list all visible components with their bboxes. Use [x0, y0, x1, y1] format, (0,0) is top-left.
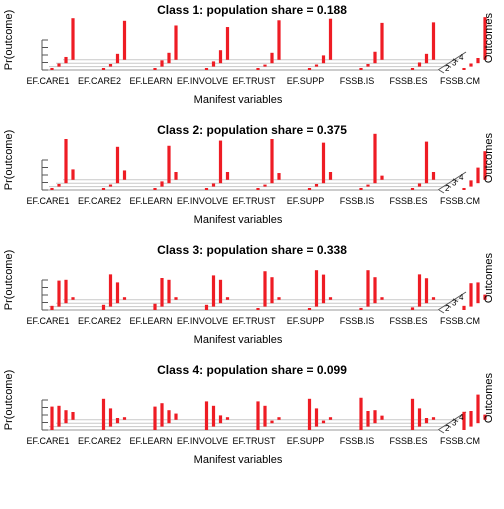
outcome-tick: [452, 58, 459, 63]
outcome-tick-label: 3: [452, 418, 457, 427]
y-axis-title: Pr(outcome): [3, 10, 15, 71]
outcome-tick-label: 2: [445, 424, 450, 433]
outcome-tick: [445, 183, 452, 188]
x-tick-label: EF.SUPP: [287, 436, 325, 446]
outcome-axis-line: [437, 51, 467, 71]
x-tick-label: EF.TRUST: [232, 316, 276, 326]
x-tick-label: EF.LEARN: [129, 76, 172, 86]
y-axis-title: Pr(outcome): [3, 250, 15, 311]
x-tick-label: EF.LEARN: [129, 316, 172, 326]
x-tick-label: FSSB.IS: [340, 316, 375, 326]
outcome-tick-label: 3: [452, 58, 457, 67]
outcome-axis-line: [437, 171, 467, 191]
panel-title: Class 1: population share = 0.188: [157, 3, 347, 17]
panel-title: Class 2: population share = 0.375: [157, 123, 347, 137]
outcome-tick: [438, 309, 445, 314]
outcome-tick-label: 4: [459, 293, 464, 302]
y-axis-title: Pr(outcome): [3, 130, 15, 191]
z-axis-title: Outcomes: [483, 252, 495, 303]
x-tick-label: EF.TRUST: [232, 196, 276, 206]
outcome-tick-label: 2: [445, 64, 450, 73]
panel-4: [41, 394, 487, 434]
x-tick-label: FSSB.IS: [340, 196, 375, 206]
x-tick-label: FSSB.CM: [440, 316, 480, 326]
x-tick-label: EF.INVOLVE: [177, 196, 228, 206]
x-tick-label: EF.INVOLVE: [177, 76, 228, 86]
x-tick-label: EF.LEARN: [129, 436, 172, 446]
x-tick-label: FSSB.ES: [389, 436, 427, 446]
outcome-tick: [445, 63, 452, 68]
z-axis-title: Outcomes: [483, 12, 495, 63]
x-tick-label: EF.INVOLVE: [177, 316, 228, 326]
x-tick-label: EF.TRUST: [232, 436, 276, 446]
panel-2: [41, 133, 487, 194]
x-tick-label: EF.INVOLVE: [177, 436, 228, 446]
x-tick-label: FSSB.CM: [440, 436, 480, 446]
x-tick-label: EF.SUPP: [287, 196, 325, 206]
x-tick-label: FSSB.CM: [440, 196, 480, 206]
outcome-tick: [452, 418, 459, 423]
outcome-axis-line: [437, 291, 467, 311]
outcome-tick: [438, 69, 445, 74]
outcome-tick: [438, 429, 445, 434]
x-tick-label: EF.CARE2: [78, 316, 121, 326]
outcome-tick-label: 2: [445, 304, 450, 313]
x-tick-label: EF.SUPP: [287, 76, 325, 86]
x-tick-label: EF.LEARN: [129, 196, 172, 206]
outcome-tick: [445, 423, 452, 428]
x-tick-label: EF.CARE1: [26, 316, 69, 326]
outcome-tick-label: 4: [459, 413, 464, 422]
x-tick-label: EF.CARE1: [26, 76, 69, 86]
x-tick-label: EF.CARE2: [78, 196, 121, 206]
x-tick-label: EF.CARE1: [26, 196, 69, 206]
y-axis-title: Pr(outcome): [3, 370, 15, 431]
x-tick-label: FSSB.ES: [389, 196, 427, 206]
x-tick-label: EF.CARE2: [78, 436, 121, 446]
outcome-tick-label: 4: [459, 53, 464, 62]
outcome-tick: [438, 189, 445, 194]
outcome-tick: [452, 178, 459, 183]
panel-3: [41, 270, 487, 314]
panel-1: [41, 17, 487, 74]
x-tick-label: FSSB.ES: [389, 76, 427, 86]
x-tick-label: EF.SUPP: [287, 316, 325, 326]
x-tick-label: FSSB.IS: [340, 436, 375, 446]
x-axis-title: Manifest variables: [194, 454, 283, 466]
z-axis-title: Outcomes: [483, 372, 495, 423]
outcome-tick-label: 3: [452, 298, 457, 307]
panel-title: Class 3: population share = 0.338: [157, 243, 347, 257]
x-tick-label: FSSB.IS: [340, 76, 375, 86]
panel-title: Class 4: population share = 0.099: [157, 363, 347, 377]
outcome-tick-label: 2: [445, 184, 450, 193]
outcome-tick-label: 3: [452, 178, 457, 187]
x-tick-label: EF.TRUST: [232, 76, 276, 86]
outcome-tick-label: 4: [459, 173, 464, 182]
x-axis-title: Manifest variables: [194, 334, 283, 346]
x-tick-label: EF.CARE2: [78, 76, 121, 86]
z-axis-title: Outcomes: [483, 132, 495, 183]
outcome-tick: [445, 303, 452, 308]
x-axis-title: Manifest variables: [194, 214, 283, 226]
outcome-tick: [452, 298, 459, 303]
x-tick-label: EF.CARE1: [26, 436, 69, 446]
outcome-axis-line: [437, 411, 467, 431]
x-axis-title: Manifest variables: [194, 94, 283, 106]
x-tick-label: FSSB.CM: [440, 76, 480, 86]
x-tick-label: FSSB.ES: [389, 316, 427, 326]
